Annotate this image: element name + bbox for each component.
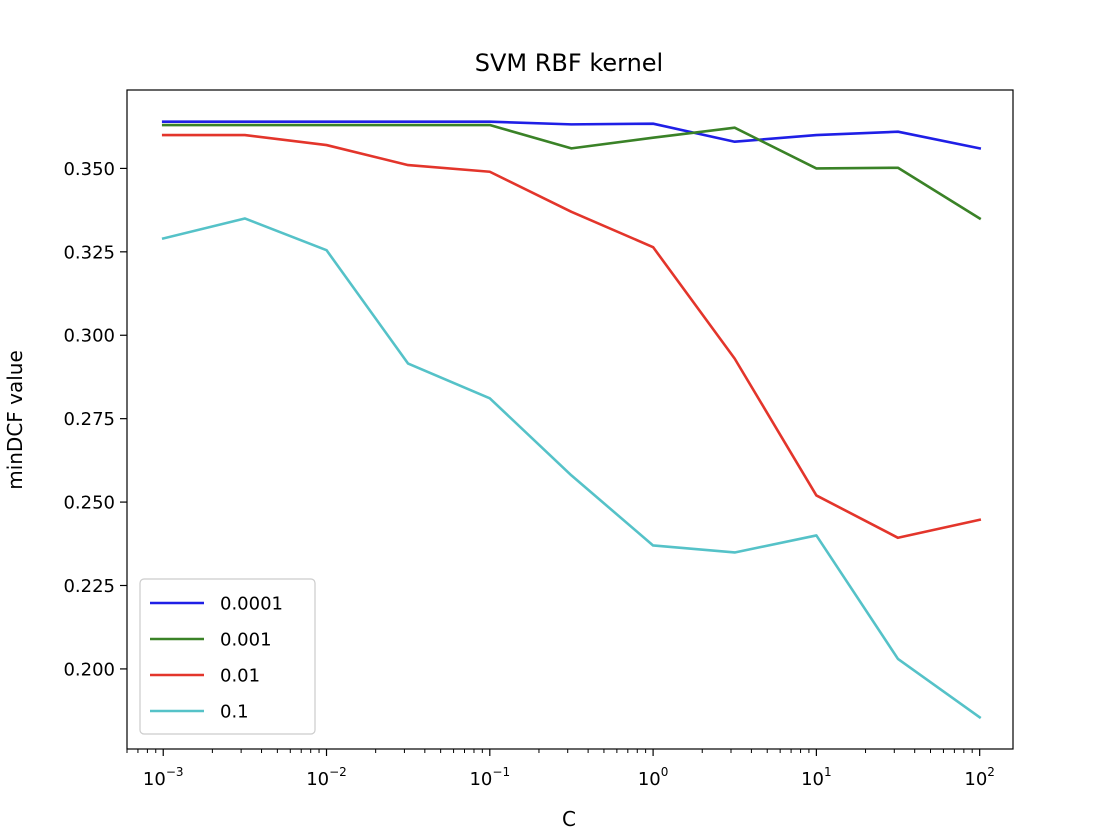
y-tick-label-4: 0.300 <box>63 326 115 347</box>
series-line-0 <box>161 120 982 150</box>
plot-lines <box>161 120 982 720</box>
y-tick-label-6: 0.350 <box>63 159 115 180</box>
series-line-3 <box>161 217 982 720</box>
x-axis-label: C <box>562 807 576 831</box>
legend: 0.0001 0.001 0.01 0.1 <box>139 578 316 735</box>
plot-frame <box>126 89 1014 750</box>
y-tick-label-1: 0.225 <box>63 576 115 597</box>
y-axis-label: minDCF value <box>3 350 27 490</box>
y-tick-label-5: 0.325 <box>63 242 115 263</box>
x-tick-label-0: 10−3 <box>143 765 184 790</box>
x-tick-label-5: 102 <box>964 765 995 790</box>
x-tick-label-3: 100 <box>638 765 669 790</box>
y-tick-label-2: 0.250 <box>63 493 115 514</box>
series-line-1 <box>161 123 982 221</box>
legend-label-0: 0.0001 <box>220 594 283 615</box>
series-line-2 <box>161 133 982 540</box>
legend-label-2: 0.01 <box>220 666 260 687</box>
y-tick-label-3: 0.275 <box>63 409 115 430</box>
y-axis: 0.200 0.225 0.250 0.275 0.300 0.325 0.350 <box>63 159 127 680</box>
chart-title: SVM RBF kernel <box>475 49 663 77</box>
legend-label-1: 0.001 <box>220 630 272 651</box>
x-tick-label-1: 10−2 <box>306 765 347 790</box>
x-axis: 10−3 10−2 10−1 100 101 102 <box>126 749 995 790</box>
y-tick-label-0: 0.200 <box>63 659 115 680</box>
x-tick-label-2: 10−1 <box>469 765 510 790</box>
legend-box <box>139 578 316 735</box>
legend-label-3: 0.1 <box>220 702 249 723</box>
x-tick-label-4: 101 <box>801 765 832 790</box>
